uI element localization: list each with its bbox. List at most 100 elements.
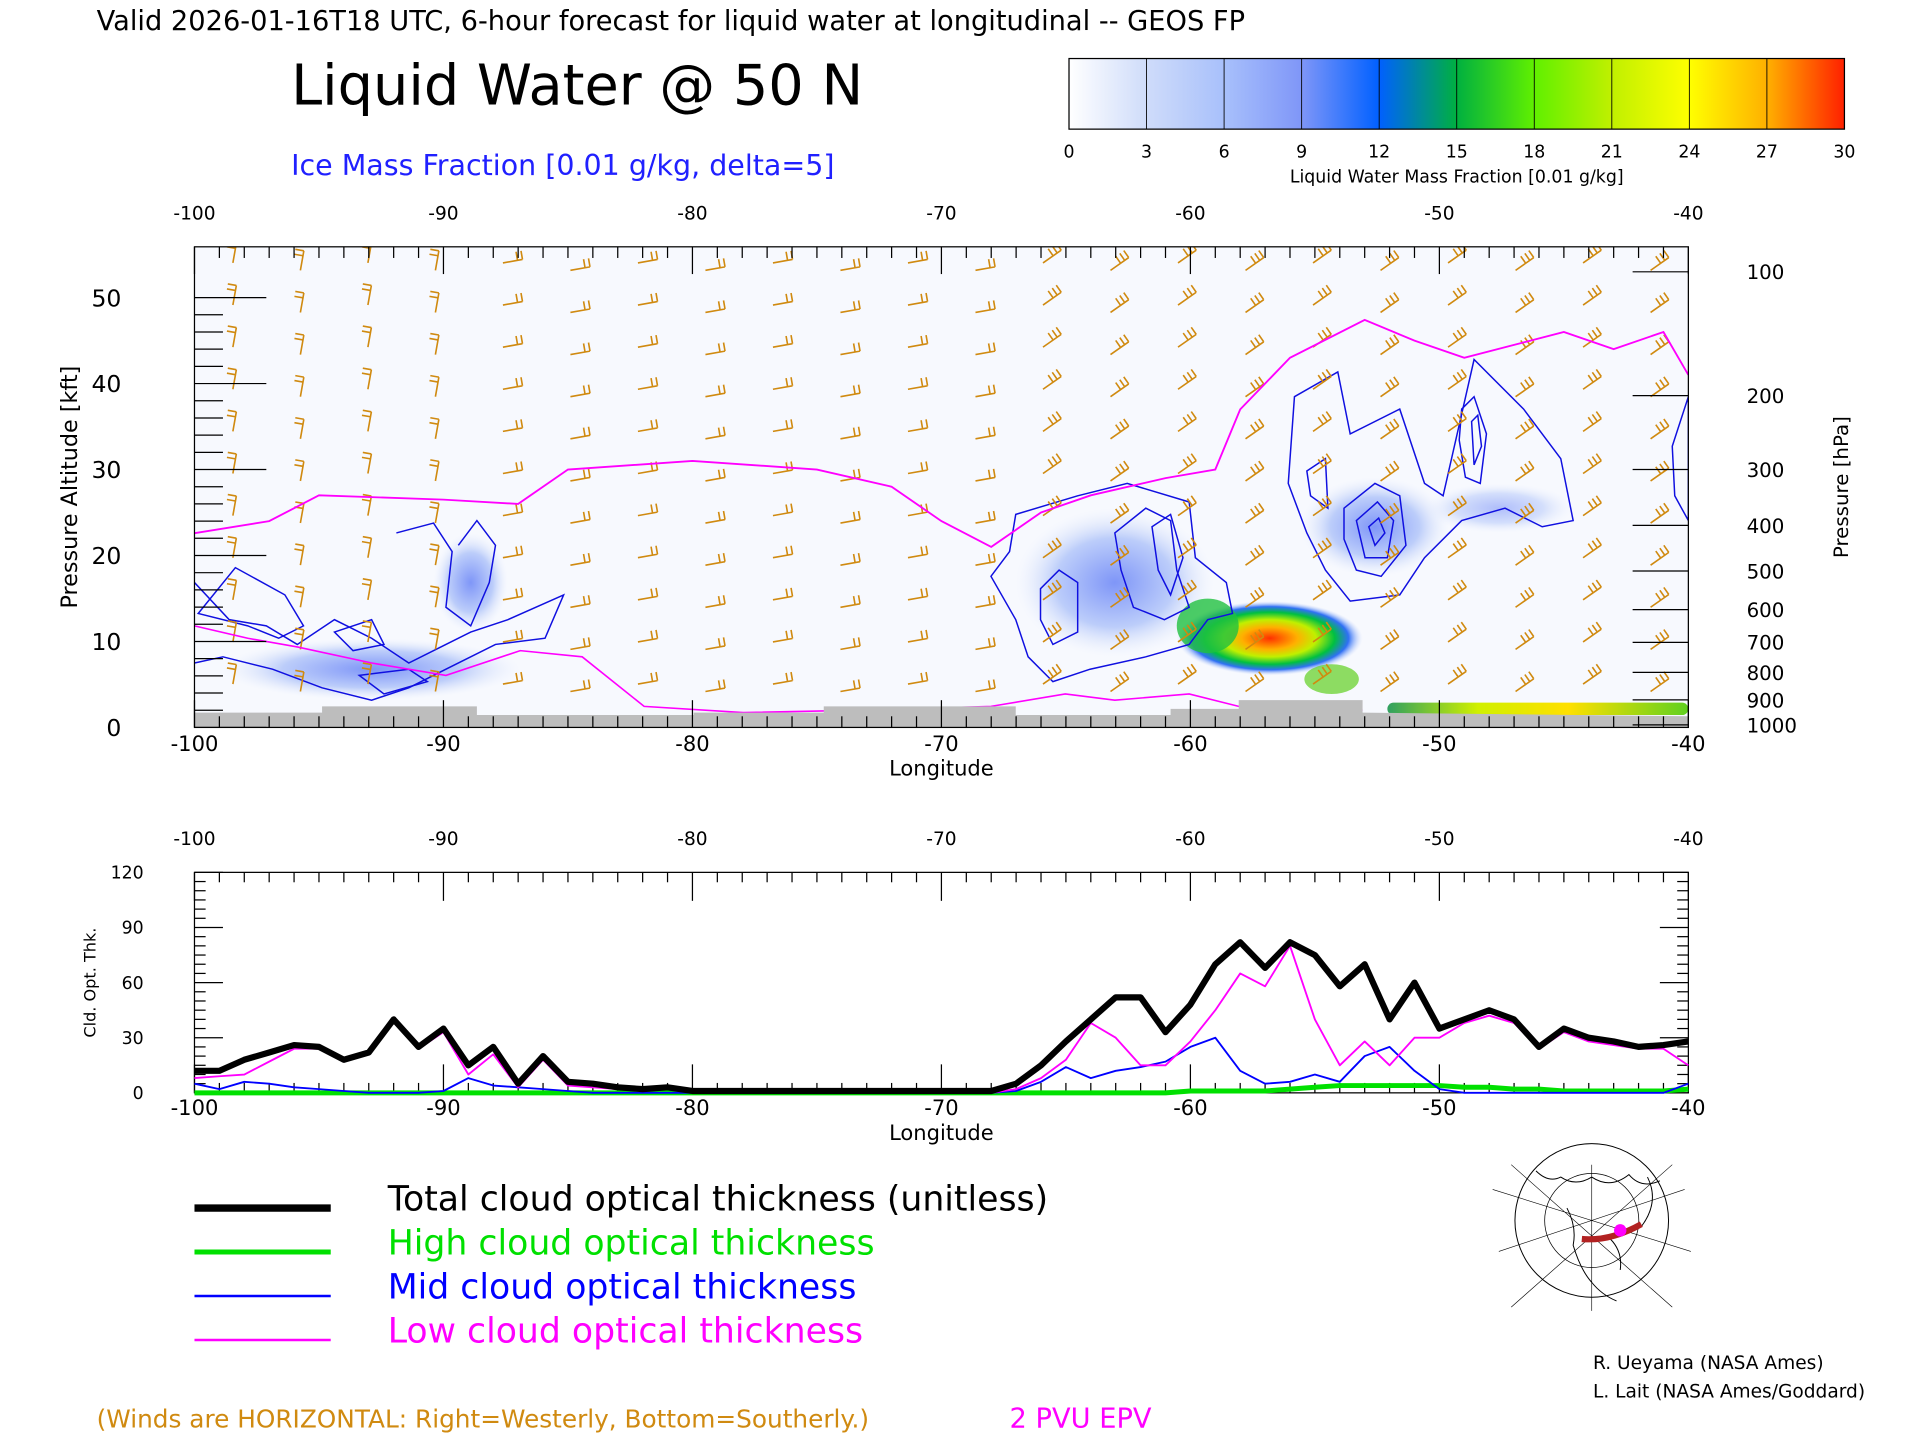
locator-map <box>1492 1143 1691 1311</box>
x-tick-label: -90 <box>426 731 460 756</box>
ice-contour <box>1343 482 1407 578</box>
wind-barb <box>1042 579 1062 601</box>
ice-contour <box>196 566 305 640</box>
wind-barb <box>772 419 794 433</box>
wind-barb <box>226 662 238 685</box>
map-location-dot <box>1614 1224 1627 1237</box>
wind-barb <box>1447 326 1467 348</box>
wind-barb <box>705 679 726 693</box>
wind-barb <box>502 377 524 391</box>
wind-barb <box>705 426 726 440</box>
wind-barb <box>907 461 929 475</box>
wind-barb <box>1245 629 1265 651</box>
wind-barb <box>840 510 861 524</box>
wind-barb <box>1650 250 1670 272</box>
wind-barb <box>1110 334 1130 356</box>
wind-barb <box>1110 460 1130 482</box>
wind-barb <box>1582 453 1602 475</box>
wind-barb <box>772 671 794 685</box>
wind-barb <box>1110 671 1130 693</box>
x-tick-label: -100 <box>171 1095 219 1120</box>
wind-barb <box>1447 537 1467 559</box>
wind-barb <box>502 671 524 685</box>
wind-barb <box>1380 544 1400 566</box>
wind-barb <box>1312 579 1332 601</box>
wind-barb <box>1650 460 1670 482</box>
map-coastlines <box>1535 1170 1661 1302</box>
wind-barb <box>1650 418 1670 440</box>
wind-barb <box>1110 250 1130 272</box>
wind-barb <box>1447 453 1467 475</box>
wind-barb <box>570 595 591 609</box>
wind-barb <box>637 250 659 264</box>
wind-barb <box>1515 502 1535 524</box>
x-top-tick-label: -70 <box>926 829 956 850</box>
wind-barb <box>1110 292 1130 314</box>
wind-barb <box>429 332 440 355</box>
wind-barb <box>570 342 591 356</box>
wind-barb <box>1650 376 1670 398</box>
x-top-tick-label: -50 <box>1424 204 1454 225</box>
wind-barb <box>637 503 659 517</box>
wind-barb <box>1042 537 1062 559</box>
y-tick-label: 20 <box>91 542 121 570</box>
wind-barb <box>502 461 524 475</box>
colorbar-label: Liquid Water Mass Fraction [0.01 g/kg] <box>1290 167 1624 187</box>
wind-barb <box>429 248 440 271</box>
wind-barb <box>1245 586 1265 608</box>
wind-barb <box>1447 284 1467 306</box>
legend-label: Low cloud optical thickness <box>388 1311 863 1351</box>
wind-barb <box>705 300 726 314</box>
ice-contour <box>396 519 497 628</box>
wind-barb <box>361 325 373 348</box>
wind-barb <box>1515 292 1535 314</box>
legend-label: Total cloud optical thickness (unitless) <box>387 1180 1048 1220</box>
x-top-tick-label: -60 <box>1175 204 1205 225</box>
wind-barb <box>429 416 440 439</box>
wind-barb <box>637 587 659 601</box>
colorbar-tick-label: 12 <box>1368 143 1390 163</box>
wind-barb <box>502 292 524 306</box>
wind-barb <box>294 585 305 608</box>
x-top-tick-label: -100 <box>173 204 215 225</box>
y-tick-label: 60 <box>122 974 144 994</box>
ice-contour <box>1470 413 1483 466</box>
wind-barb <box>1312 537 1332 559</box>
wind-barb <box>1042 621 1062 643</box>
wind-barb <box>429 669 440 692</box>
wind-barb <box>1177 246 1197 264</box>
wind-barb <box>705 468 726 482</box>
wind-barb <box>429 627 440 650</box>
y-axis-title-left: Pressure Altitude [kft] <box>57 366 83 609</box>
x-tick-label: -60 <box>1173 731 1207 756</box>
wind-barb <box>1447 495 1467 517</box>
wind-barb <box>840 342 861 356</box>
wind-barb <box>1582 663 1602 685</box>
wind-barb <box>1447 246 1467 264</box>
colorbar: 0 3 6 9 12 15 18 21 24 27 30 Liquid Water Mass Fra… <box>1063 57 1855 187</box>
wind-barb <box>1447 368 1467 390</box>
wind-barb <box>907 545 929 559</box>
ice-contour <box>1306 457 1329 510</box>
wind-barb <box>1582 368 1602 390</box>
wind-barb <box>570 510 591 524</box>
ice-contour <box>1671 396 1689 521</box>
wind-barb <box>975 342 996 356</box>
x-axis-title: Longitude <box>889 756 994 781</box>
wind-barb <box>502 419 524 433</box>
x-tick-label: -50 <box>1422 1095 1456 1120</box>
wind-barb <box>907 292 929 306</box>
y-tick-label: 120 <box>111 864 144 884</box>
ice-contour <box>194 581 566 701</box>
x-tick-label: -70 <box>924 1095 958 1120</box>
wind-barb <box>975 679 996 693</box>
x-tick-label: -40 <box>1671 731 1705 756</box>
wind-barb <box>429 459 440 482</box>
wind-barb <box>975 510 996 524</box>
wind-barb <box>502 545 524 559</box>
wind-barb <box>1650 629 1670 651</box>
x-tick-label: -80 <box>675 1095 709 1120</box>
wind-barb <box>570 553 591 566</box>
x-top-tick-label: -90 <box>428 204 458 225</box>
wind-barb <box>294 543 305 566</box>
